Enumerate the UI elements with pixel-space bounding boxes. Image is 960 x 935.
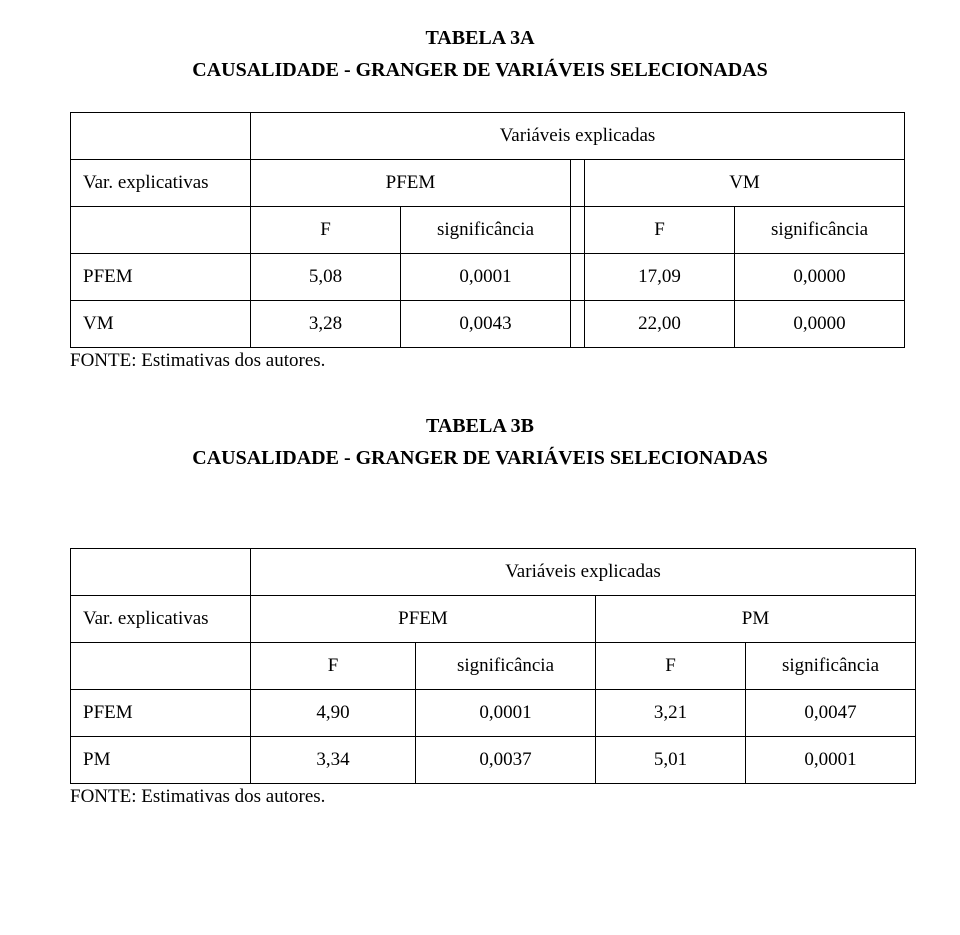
cell-value: 0,0001 <box>401 254 571 301</box>
cell-value: 3,21 <box>596 690 746 737</box>
table-b-caption-line2: CAUSALIDADE - GRANGER DE VARIÁVEIS SELEC… <box>70 444 890 472</box>
cell-empty <box>71 113 251 160</box>
table-row: PFEM 4,90 0,0001 3,21 0,0047 <box>71 690 916 737</box>
subheader-f: F <box>596 643 746 690</box>
var-explicativas-label: Var. explicativas <box>71 596 251 643</box>
row-label: PM <box>71 737 251 784</box>
group1-label: PFEM <box>251 160 571 207</box>
cell-value: 5,01 <box>596 737 746 784</box>
table-b: Variáveis explicadas Var. explicativas P… <box>70 548 916 784</box>
subheader-sig: significância <box>735 207 905 254</box>
cell-value: 5,08 <box>251 254 401 301</box>
spacer <box>571 254 585 301</box>
header-group-label: Variáveis explicadas <box>251 549 916 596</box>
spacer <box>571 207 585 254</box>
table-row: Var. explicativas PFEM PM <box>71 596 916 643</box>
cell-value: 0,0047 <box>746 690 916 737</box>
table-row: F significância F significância <box>71 643 916 690</box>
cell-value: 0,0000 <box>735 301 905 348</box>
cell-value: 3,28 <box>251 301 401 348</box>
cell-value: 0,0043 <box>401 301 571 348</box>
subheader-sig: significância <box>746 643 916 690</box>
table-row: PFEM 5,08 0,0001 17,09 0,0000 <box>71 254 905 301</box>
row-label: PFEM <box>71 690 251 737</box>
var-explicativas-label: Var. explicativas <box>71 160 251 207</box>
cell-empty <box>71 207 251 254</box>
subheader-f: F <box>251 207 401 254</box>
cell-empty <box>71 643 251 690</box>
spacer <box>571 160 585 207</box>
table-row: Var. explicativas PFEM VM <box>71 160 905 207</box>
cell-value: 0,0037 <box>416 737 596 784</box>
cell-value: 17,09 <box>585 254 735 301</box>
cell-value: 0,0000 <box>735 254 905 301</box>
cell-value: 4,90 <box>251 690 416 737</box>
cell-value: 0,0001 <box>746 737 916 784</box>
table-row: PM 3,34 0,0037 5,01 0,0001 <box>71 737 916 784</box>
cell-value: 3,34 <box>251 737 416 784</box>
row-label: PFEM <box>71 254 251 301</box>
group2-label: PM <box>596 596 916 643</box>
cell-value: 22,00 <box>585 301 735 348</box>
cell-empty <box>71 549 251 596</box>
table-a-caption: TABELA 3A CAUSALIDADE - GRANGER DE VARIÁ… <box>70 24 890 84</box>
subheader-f: F <box>251 643 416 690</box>
table-a-caption-line2: CAUSALIDADE - GRANGER DE VARIÁVEIS SELEC… <box>70 56 890 84</box>
table-b-caption-line1: TABELA 3B <box>70 412 890 440</box>
table-a-caption-line1: TABELA 3A <box>70 24 890 52</box>
spacer <box>70 500 890 548</box>
header-group-label: Variáveis explicadas <box>251 113 905 160</box>
table-row: F significância F significância <box>71 207 905 254</box>
page: TABELA 3A CAUSALIDADE - GRANGER DE VARIÁ… <box>0 0 960 935</box>
table-b-source-note: FONTE: Estimativas dos autores. <box>70 786 890 808</box>
table-row: VM 3,28 0,0043 22,00 0,0000 <box>71 301 905 348</box>
table-row: Variáveis explicadas <box>71 549 916 596</box>
row-label: VM <box>71 301 251 348</box>
subheader-sig: significância <box>416 643 596 690</box>
table-b-caption: TABELA 3B CAUSALIDADE - GRANGER DE VARIÁ… <box>70 412 890 472</box>
cell-value: 0,0001 <box>416 690 596 737</box>
table-a: Variáveis explicadas Var. explicativas P… <box>70 112 905 348</box>
spacer <box>571 301 585 348</box>
group1-label: PFEM <box>251 596 596 643</box>
table-a-source-note: FONTE: Estimativas dos autores. <box>70 350 890 372</box>
table-row: Variáveis explicadas <box>71 113 905 160</box>
subheader-f: F <box>585 207 735 254</box>
subheader-sig: significância <box>401 207 571 254</box>
group2-label: VM <box>585 160 905 207</box>
